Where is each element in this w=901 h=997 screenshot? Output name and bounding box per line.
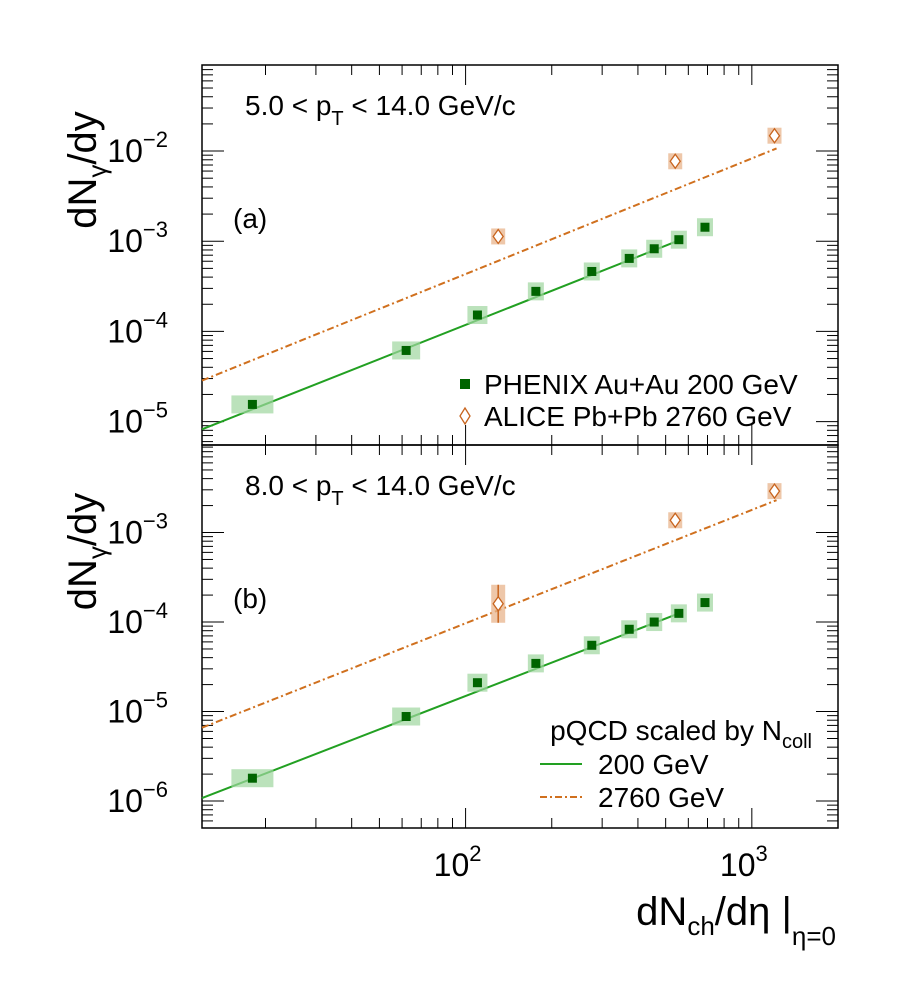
x-tick-label: 103: [720, 841, 768, 883]
alice-point: [492, 228, 504, 245]
pqcd-200-line: [201, 239, 681, 431]
panel-label: (a): [233, 203, 267, 234]
x-tick-label: 102: [434, 841, 482, 883]
phenix-point: [624, 624, 634, 634]
y-tick-label: 10−3: [107, 217, 168, 259]
y-tick-label: 10−5: [107, 398, 168, 440]
phenix-point: [531, 286, 541, 296]
legend-label: ALICE Pb+Pb 2760 GeV: [484, 401, 792, 432]
legend-label: PHENIX Au+Au 200 GeV: [484, 369, 798, 400]
phenix-point: [401, 345, 411, 355]
phenix-point: [472, 678, 482, 688]
phenix-point: [700, 598, 710, 608]
pqcd-2760-line: [201, 147, 777, 382]
phenix-point: [472, 310, 482, 320]
alice-point: [669, 153, 682, 170]
panel-label: (b): [233, 583, 267, 614]
alice-point: [492, 595, 504, 612]
legend-label: 2760 GeV: [598, 782, 724, 813]
y-tick-label: 10−2: [107, 127, 168, 169]
phenix-point: [587, 266, 597, 276]
x-axis-label: dNch/dη |η=0: [636, 890, 836, 951]
pqcd-200-line: [201, 612, 681, 799]
y-axis-label: dNγ/dy: [61, 111, 112, 229]
phenix-point: [674, 235, 684, 245]
phenix-point: [624, 253, 634, 263]
kinematic-range-label: 8.0 < pT < 14.0 GeV/c: [245, 470, 516, 510]
panel-b: 10−6 10−5 10−4 10−3 102 103 dNγ/dy dNch/dη |η=0…: [61, 444, 839, 951]
y-tick-label: 10−4: [107, 598, 168, 640]
phenix-point: [649, 617, 659, 627]
phenix-point: [587, 640, 597, 650]
phenix-point: [247, 399, 257, 409]
legend-diamond-marker: [459, 406, 471, 426]
alice-point: [768, 127, 781, 144]
legend-square-marker: [460, 379, 470, 389]
plot-frame: [201, 444, 839, 829]
kinematic-range-label: 5.0 < pT < 14.0 GeV/c: [245, 90, 516, 130]
y-tick-label: 10−6: [107, 777, 168, 819]
y-tick-label: 10−4: [107, 307, 168, 349]
legend-title: pQCD scaled by Ncoll: [550, 715, 812, 753]
alice-point: [669, 512, 682, 529]
phenix-point: [247, 773, 257, 783]
phenix-point: [531, 658, 541, 668]
phenix-point: [401, 712, 411, 722]
alice-point: [768, 483, 781, 500]
legend-label: 200 GeV: [598, 749, 709, 780]
phenix-point: [649, 244, 659, 254]
y-tick-label: 10−5: [107, 688, 168, 730]
y-tick-label: 10−3: [107, 509, 168, 551]
pqcd-2760-line: [201, 499, 777, 729]
phenix-point: [674, 608, 684, 618]
y-axis-label: dNγ/dy: [61, 493, 112, 611]
phenix-point: [700, 222, 710, 232]
